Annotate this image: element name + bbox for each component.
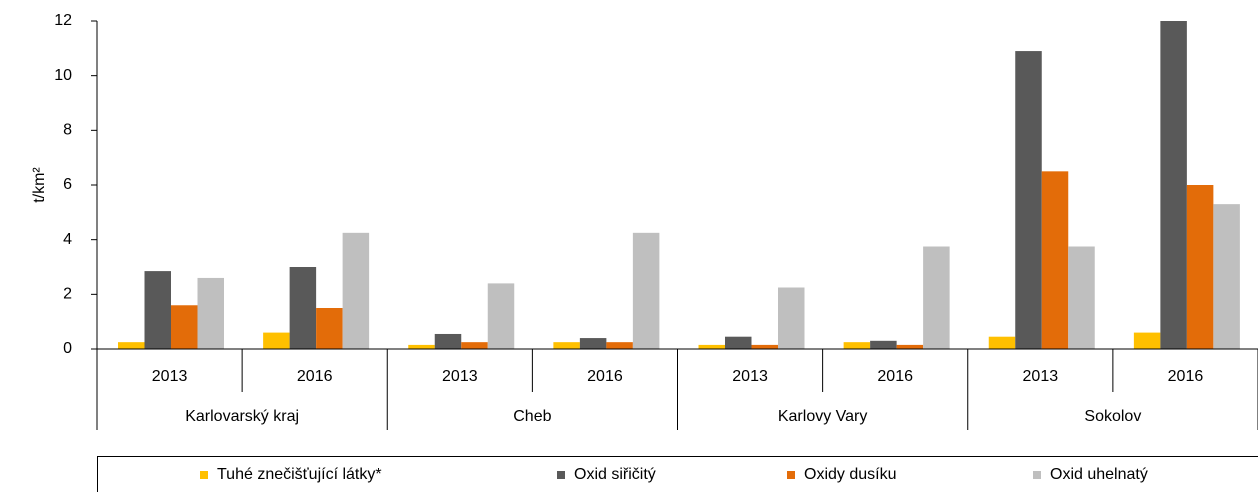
bar — [171, 305, 198, 349]
x-tick-label: 2016 — [1168, 368, 1204, 385]
bar — [263, 332, 290, 349]
bar — [434, 333, 462, 349]
category-group-label: Cheb — [513, 408, 551, 425]
bar — [751, 344, 778, 349]
x-tick-label: 2013 — [442, 368, 478, 385]
bar — [289, 267, 317, 349]
bar — [1133, 332, 1161, 349]
bar — [579, 338, 607, 349]
bar — [316, 308, 343, 349]
x-tick-label: 2013 — [732, 368, 768, 385]
bar — [342, 232, 370, 349]
bar — [1213, 204, 1240, 349]
legend-label: Oxid siřičitý — [574, 466, 656, 483]
x-tick-label: 2013 — [1023, 368, 1059, 385]
legend-marker — [200, 471, 208, 479]
bar — [408, 344, 435, 349]
bar — [698, 344, 725, 349]
bar — [1068, 246, 1095, 349]
y-axis-label: t/km² — [31, 167, 48, 203]
bar — [197, 277, 224, 349]
y-tick-label: 6 — [63, 176, 72, 193]
x-tick-label: 2016 — [297, 368, 333, 385]
legend-label: Tuhé znečišťující látky* — [217, 466, 382, 483]
bar — [778, 287, 805, 349]
bar — [843, 342, 871, 349]
bar — [487, 283, 515, 349]
category-group-label: Karlovy Vary — [778, 408, 868, 425]
legend-marker — [1033, 471, 1041, 479]
bar — [988, 336, 1016, 349]
bar — [896, 344, 924, 349]
x-tick-label: 2016 — [877, 368, 913, 385]
y-tick-label: 12 — [54, 12, 72, 29]
bar — [606, 342, 633, 349]
category-group-label: Karlovarský kraj — [185, 408, 299, 425]
y-tick-label: 10 — [54, 67, 72, 84]
y-tick-label: 0 — [63, 340, 72, 357]
bar — [461, 342, 488, 349]
bar — [632, 232, 660, 349]
bar — [870, 340, 897, 349]
bar — [553, 342, 580, 349]
bar — [1160, 21, 1187, 349]
x-tick-label: 2016 — [587, 368, 623, 385]
y-tick-label: 8 — [63, 122, 72, 139]
bar — [1186, 185, 1214, 349]
bar — [118, 342, 145, 349]
legend-marker — [787, 471, 795, 479]
y-tick-label: 2 — [63, 286, 72, 303]
bar — [923, 246, 950, 349]
category-group-label: Sokolov — [1084, 408, 1141, 425]
bar — [725, 336, 752, 349]
bar — [144, 271, 171, 349]
x-tick-label: 2013 — [152, 368, 188, 385]
legend-label: Oxidy dusíku — [804, 466, 896, 483]
y-tick-label: 4 — [63, 231, 72, 248]
legend-marker — [557, 471, 565, 479]
legend-label: Oxid uhelnatý — [1050, 466, 1148, 483]
bar — [1041, 171, 1069, 349]
bar — [1015, 51, 1042, 350]
